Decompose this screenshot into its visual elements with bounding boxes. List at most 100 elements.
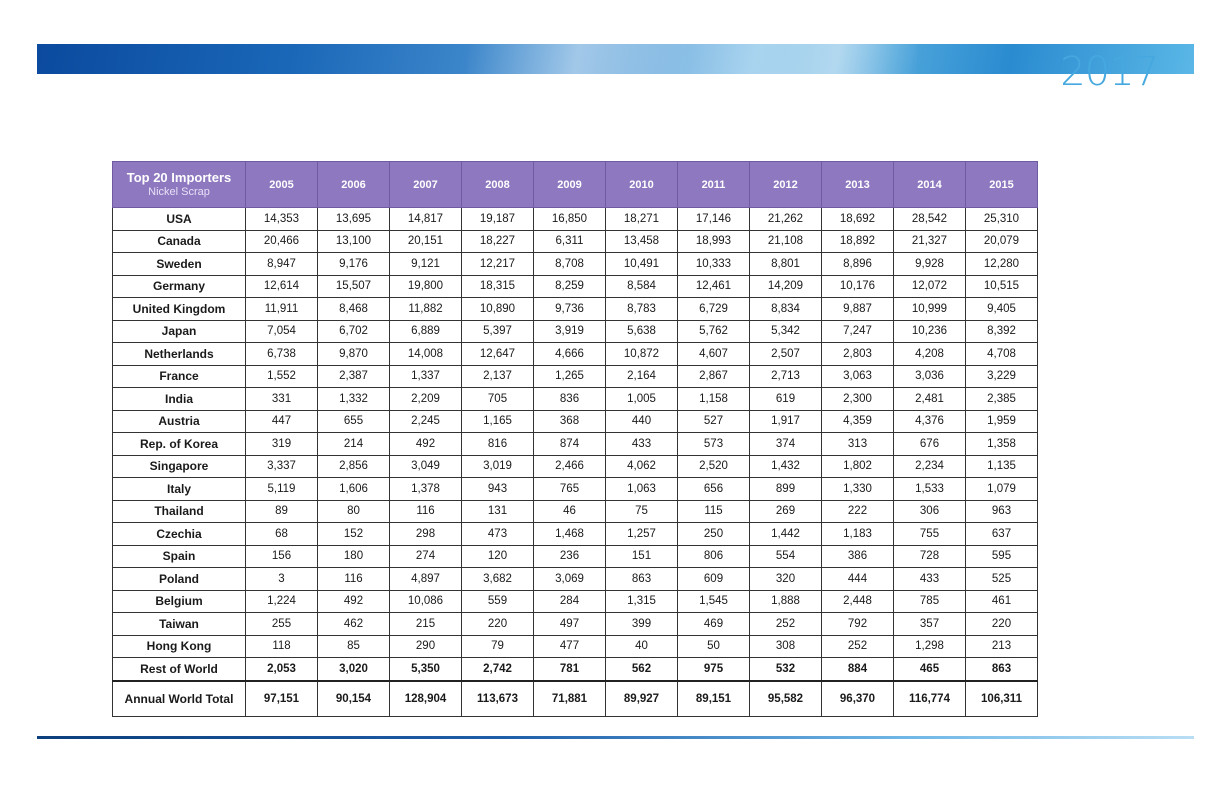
value-cell: 4,062 bbox=[605, 454, 678, 478]
value-cell: 899 bbox=[749, 477, 822, 501]
value-cell: 4,708 bbox=[965, 342, 1038, 366]
value-cell: 21,262 bbox=[749, 207, 822, 231]
value-cell: 14,008 bbox=[389, 342, 462, 366]
value-cell: 3,063 bbox=[821, 364, 894, 388]
value-cell: 8,947 bbox=[245, 252, 318, 276]
value-cell: 386 bbox=[821, 544, 894, 568]
value-cell: 4,897 bbox=[389, 567, 462, 591]
value-cell: 656 bbox=[677, 477, 750, 501]
value-cell: 2,867 bbox=[677, 364, 750, 388]
year-header-2015: 2015 bbox=[965, 161, 1038, 208]
value-cell: 115 bbox=[677, 499, 750, 523]
value-cell: 10,236 bbox=[893, 319, 966, 343]
value-cell: 6,311 bbox=[533, 229, 606, 253]
table-row: Belgium 1,224 492 10,086 559 284 1,315 1,545 1,8… bbox=[112, 589, 1038, 613]
value-cell: 12,280 bbox=[965, 252, 1038, 276]
value-cell: 13,695 bbox=[317, 207, 390, 231]
value-cell: 252 bbox=[749, 612, 822, 636]
country-cell: Thailand bbox=[112, 499, 246, 523]
table-row: Italy 5,119 1,606 1,378 943 765 1,063 656 899 1,3… bbox=[112, 477, 1038, 501]
value-cell: 532 bbox=[749, 657, 822, 681]
table-subtitle: Nickel Scrap bbox=[148, 185, 210, 198]
value-cell: 9,176 bbox=[317, 252, 390, 276]
value-cell: 8,896 bbox=[821, 252, 894, 276]
value-cell: 21,108 bbox=[749, 229, 822, 253]
value-cell: 461 bbox=[965, 589, 1038, 613]
value-cell: 705 bbox=[461, 387, 534, 411]
value-cell: 440 bbox=[605, 409, 678, 433]
value-cell: 2,803 bbox=[821, 342, 894, 366]
value-cell: 220 bbox=[461, 612, 534, 636]
value-cell: 765 bbox=[533, 477, 606, 501]
value-cell: 2,300 bbox=[821, 387, 894, 411]
value-cell: 10,872 bbox=[605, 342, 678, 366]
value-cell: 79 bbox=[461, 634, 534, 658]
value-cell: 8,392 bbox=[965, 319, 1038, 343]
table-row: Hong Kong 118 85 290 79 477 40 50 308 252 1,298 213 bbox=[112, 634, 1038, 658]
value-cell: 465 bbox=[893, 657, 966, 681]
value-cell: 220 bbox=[965, 612, 1038, 636]
value-cell: 3,229 bbox=[965, 364, 1038, 388]
value-cell: 8,584 bbox=[605, 274, 678, 298]
value-cell: 816 bbox=[461, 432, 534, 456]
value-cell: 46 bbox=[533, 499, 606, 523]
value-cell: 290 bbox=[389, 634, 462, 658]
value-cell: 12,647 bbox=[461, 342, 534, 366]
value-cell: 1,158 bbox=[677, 387, 750, 411]
value-cell: 120 bbox=[461, 544, 534, 568]
value-cell: 884 bbox=[821, 657, 894, 681]
value-cell: 1,224 bbox=[245, 589, 318, 613]
value-cell: 3,020 bbox=[317, 657, 390, 681]
value-cell: 80 bbox=[317, 499, 390, 523]
value-cell: 492 bbox=[317, 589, 390, 613]
value-cell: 792 bbox=[821, 612, 894, 636]
value-cell: 7,247 bbox=[821, 319, 894, 343]
value-cell: 5,638 bbox=[605, 319, 678, 343]
value-cell: 836 bbox=[533, 387, 606, 411]
value-cell: 2,245 bbox=[389, 409, 462, 433]
table-corner-header: Top 20 Importers Nickel Scrap bbox=[112, 161, 246, 208]
country-cell: Rest of World bbox=[112, 657, 246, 681]
table-body: USA 14,353 13,695 14,817 19,187 16,850 18,271 1… bbox=[112, 207, 1038, 717]
value-cell: 619 bbox=[749, 387, 822, 411]
value-cell: 728 bbox=[893, 544, 966, 568]
value-cell: 655 bbox=[317, 409, 390, 433]
value-cell: 13,458 bbox=[605, 229, 678, 253]
value-cell: 20,079 bbox=[965, 229, 1038, 253]
country-cell: United Kingdom bbox=[112, 297, 246, 321]
value-cell: 4,607 bbox=[677, 342, 750, 366]
value-cell: 5,119 bbox=[245, 477, 318, 501]
value-cell: 10,176 bbox=[821, 274, 894, 298]
table-row: India 331 1,332 2,209 705 836 1,005 1,158 619 2,3… bbox=[112, 387, 1038, 411]
value-cell: 2,466 bbox=[533, 454, 606, 478]
value-cell: 10,491 bbox=[605, 252, 678, 276]
value-cell: 1,332 bbox=[317, 387, 390, 411]
value-cell: 12,614 bbox=[245, 274, 318, 298]
value-cell: 7,054 bbox=[245, 319, 318, 343]
value-cell: 16,850 bbox=[533, 207, 606, 231]
value-cell: 5,350 bbox=[389, 657, 462, 681]
country-cell: Austria bbox=[112, 409, 246, 433]
country-cell: Singapore bbox=[112, 454, 246, 478]
year-header-2009: 2009 bbox=[533, 161, 606, 208]
value-cell: 1,552 bbox=[245, 364, 318, 388]
value-cell: 1,135 bbox=[965, 454, 1038, 478]
value-cell: 5,762 bbox=[677, 319, 750, 343]
value-cell: 118 bbox=[245, 634, 318, 658]
value-cell: 3,036 bbox=[893, 364, 966, 388]
value-cell: 320 bbox=[749, 567, 822, 591]
value-cell: 313 bbox=[821, 432, 894, 456]
value-cell: 562 bbox=[605, 657, 678, 681]
value-cell: 128,904 bbox=[389, 679, 462, 717]
value-cell: 20,466 bbox=[245, 229, 318, 253]
value-cell: 19,187 bbox=[461, 207, 534, 231]
value-cell: 116 bbox=[389, 499, 462, 523]
table-row: Rep. of Korea 319 214 492 816 874 433 573 374 313… bbox=[112, 432, 1038, 456]
country-cell: USA bbox=[112, 207, 246, 231]
country-cell: Annual World Total bbox=[112, 679, 246, 717]
value-cell: 306 bbox=[893, 499, 966, 523]
value-cell: 95,582 bbox=[749, 679, 822, 717]
value-cell: 13,100 bbox=[317, 229, 390, 253]
value-cell: 180 bbox=[317, 544, 390, 568]
